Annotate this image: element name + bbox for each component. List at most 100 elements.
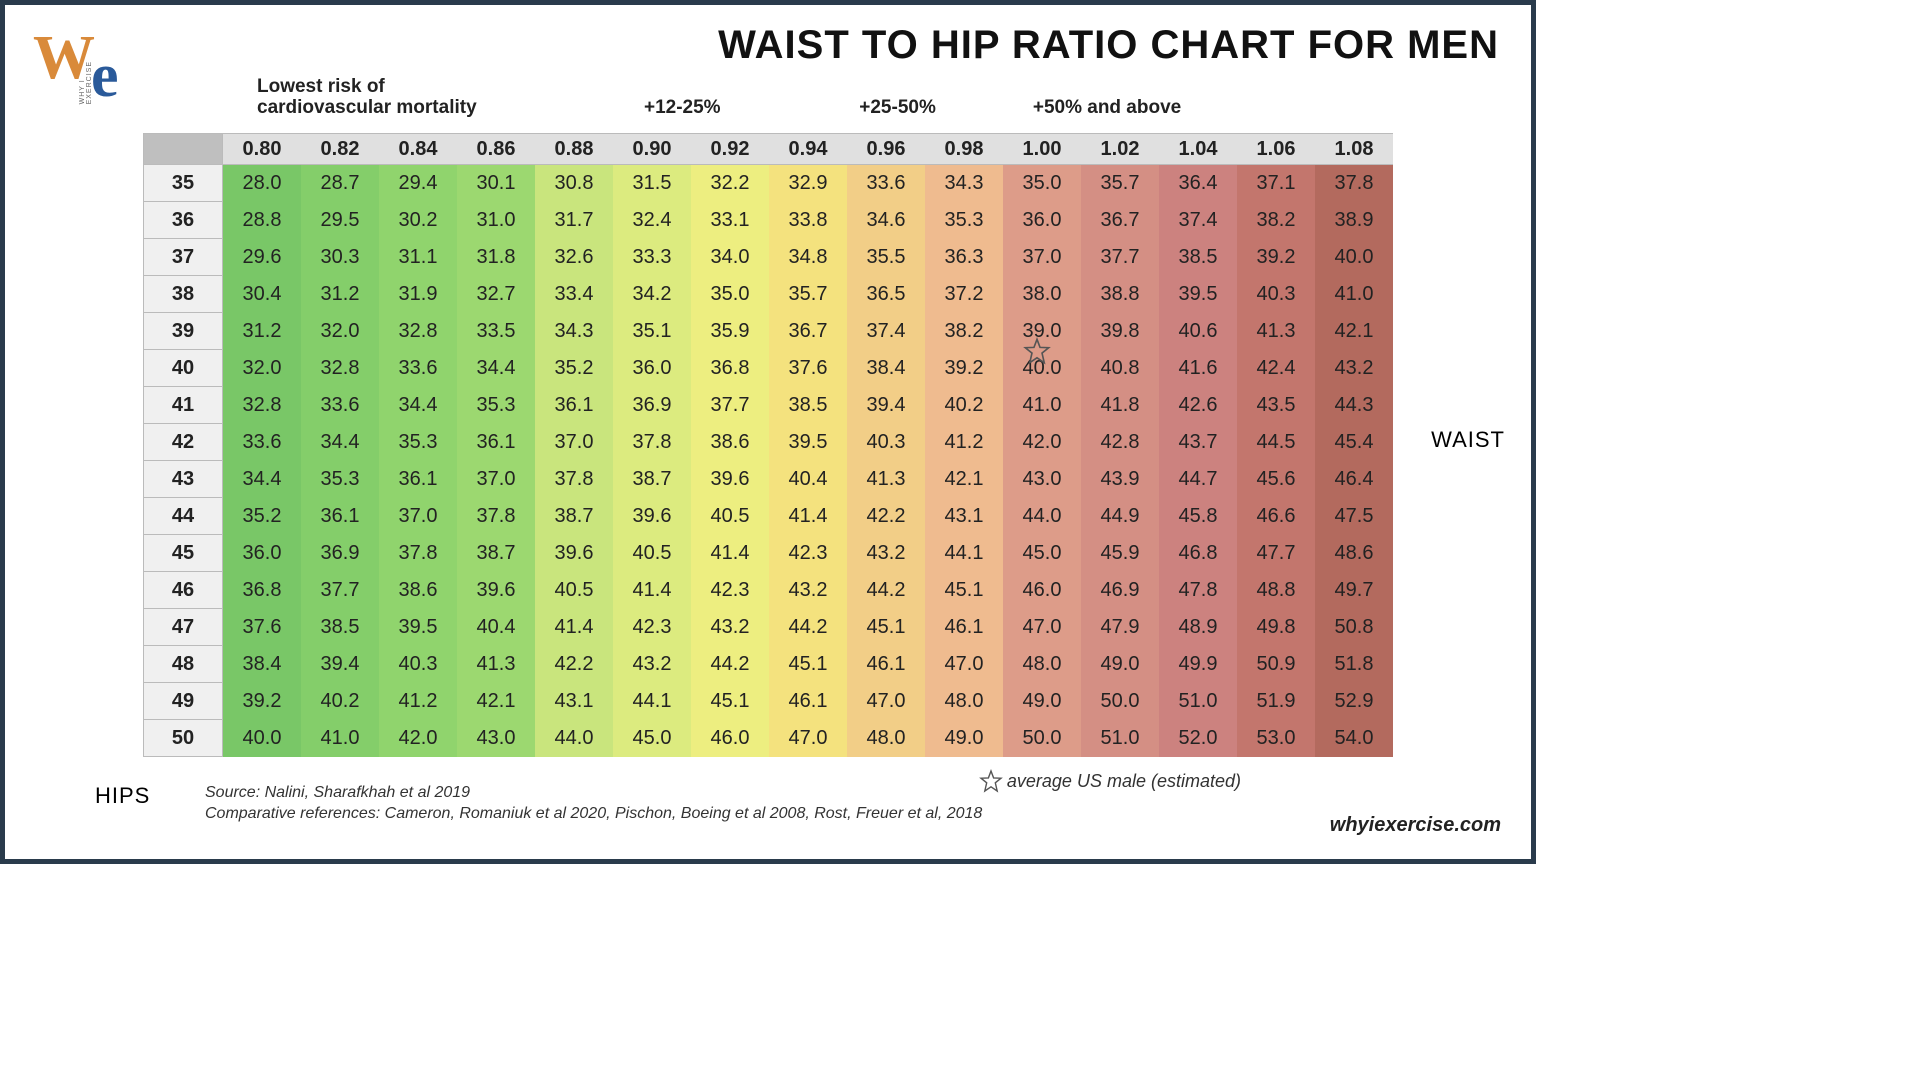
value-cell: 42.0 <box>1003 424 1081 461</box>
value-cell: 47.7 <box>1237 535 1315 572</box>
value-cell: 38.6 <box>691 424 769 461</box>
value-cell: 43.1 <box>535 683 613 720</box>
value-cell: 40.3 <box>1237 276 1315 313</box>
value-cell: 32.9 <box>769 165 847 202</box>
value-cell: 45.0 <box>613 720 691 757</box>
site-url: whyiexercise.com <box>1330 814 1501 837</box>
value-cell: 44.2 <box>769 609 847 646</box>
value-cell: 38.8 <box>1081 276 1159 313</box>
value-cell: 40.0 <box>1003 350 1081 387</box>
value-cell: 31.1 <box>379 239 457 276</box>
value-cell: 36.4 <box>1159 165 1237 202</box>
value-cell: 39.4 <box>301 646 379 683</box>
value-cell: 50.9 <box>1237 646 1315 683</box>
value-cell: 36.8 <box>223 572 302 609</box>
value-cell: 39.5 <box>379 609 457 646</box>
hip-cell: 49 <box>144 683 223 720</box>
value-cell: 41.2 <box>379 683 457 720</box>
value-cell: 43.0 <box>457 720 535 757</box>
hip-cell: 38 <box>144 276 223 313</box>
value-cell: 40.8 <box>1081 350 1159 387</box>
value-cell: 50.0 <box>1081 683 1159 720</box>
value-cell: 38.2 <box>1237 202 1315 239</box>
value-cell: 37.6 <box>223 609 302 646</box>
table-row: 3830.431.231.932.733.434.235.035.736.537… <box>144 276 1394 313</box>
value-cell: 41.4 <box>613 572 691 609</box>
value-cell: 37.0 <box>535 424 613 461</box>
value-cell: 40.0 <box>1315 239 1393 276</box>
value-cell: 37.8 <box>457 498 535 535</box>
star-legend-text: average US male (estimated) <box>1007 771 1241 791</box>
value-cell: 35.2 <box>535 350 613 387</box>
table-row: 4838.439.440.341.342.243.244.245.146.147… <box>144 646 1394 683</box>
table-row: 4132.833.634.435.336.136.937.738.539.440… <box>144 387 1394 424</box>
value-cell: 46.0 <box>691 720 769 757</box>
ratio-header: 1.02 <box>1081 134 1159 165</box>
risk-label-low: Lowest risk of cardiovascular mortality <box>257 77 557 119</box>
value-cell: 37.2 <box>925 276 1003 313</box>
hip-cell: 45 <box>144 535 223 572</box>
value-cell: 38.7 <box>535 498 613 535</box>
value-cell: 51.9 <box>1237 683 1315 720</box>
hip-cell: 50 <box>144 720 223 757</box>
value-cell: 37.0 <box>457 461 535 498</box>
value-cell: 30.4 <box>223 276 302 313</box>
value-cell: 32.0 <box>301 313 379 350</box>
value-cell: 42.0 <box>379 720 457 757</box>
value-cell: 33.6 <box>847 165 925 202</box>
value-cell: 37.4 <box>1159 202 1237 239</box>
table-row: 4435.236.137.037.838.739.640.541.442.243… <box>144 498 1394 535</box>
value-cell: 31.0 <box>457 202 535 239</box>
value-cell: 38.7 <box>457 535 535 572</box>
value-cell: 39.2 <box>1237 239 1315 276</box>
value-cell: 38.5 <box>769 387 847 424</box>
ratio-header: 0.90 <box>613 134 691 165</box>
value-cell: 45.1 <box>847 609 925 646</box>
value-cell: 35.1 <box>613 313 691 350</box>
risk-label-mid1: +12-25% <box>562 97 802 119</box>
value-cell: 41.0 <box>1003 387 1081 424</box>
value-cell: 44.1 <box>925 535 1003 572</box>
value-cell: 49.0 <box>925 720 1003 757</box>
value-cell: 42.2 <box>847 498 925 535</box>
value-cell: 46.1 <box>847 646 925 683</box>
value-cell: 32.0 <box>223 350 302 387</box>
value-cell: 36.0 <box>613 350 691 387</box>
value-cell: 45.8 <box>1159 498 1237 535</box>
value-cell: 40.2 <box>301 683 379 720</box>
table-row: 4334.435.336.137.037.838.739.640.441.342… <box>144 461 1394 498</box>
value-cell: 37.0 <box>1003 239 1081 276</box>
value-cell: 41.8 <box>1081 387 1159 424</box>
value-cell: 35.3 <box>925 202 1003 239</box>
ratio-header: 0.94 <box>769 134 847 165</box>
value-cell: 43.2 <box>847 535 925 572</box>
value-cell: 49.8 <box>1237 609 1315 646</box>
value-cell: 47.8 <box>1159 572 1237 609</box>
value-cell: 43.1 <box>925 498 1003 535</box>
value-cell: 33.8 <box>769 202 847 239</box>
value-cell: 36.1 <box>379 461 457 498</box>
table-row: 3528.028.729.430.130.831.532.232.933.634… <box>144 165 1394 202</box>
risk-labels: Lowest risk of cardiovascular mortality … <box>257 77 1333 119</box>
value-cell: 31.2 <box>301 276 379 313</box>
value-cell: 43.2 <box>1315 350 1393 387</box>
value-cell: 43.2 <box>769 572 847 609</box>
value-cell: 48.9 <box>1159 609 1237 646</box>
value-cell: 50.8 <box>1315 609 1393 646</box>
value-cell: 42.3 <box>691 572 769 609</box>
ratio-header: 1.06 <box>1237 134 1315 165</box>
table-row: 4636.837.738.639.640.541.442.343.244.245… <box>144 572 1394 609</box>
value-cell: 40.3 <box>847 424 925 461</box>
value-cell: 54.0 <box>1315 720 1393 757</box>
value-cell: 39.6 <box>691 461 769 498</box>
value-cell: 49.7 <box>1315 572 1393 609</box>
value-cell: 40.5 <box>613 535 691 572</box>
value-cell: 37.7 <box>301 572 379 609</box>
star-icon <box>979 769 1003 793</box>
table-row: 4233.634.435.336.137.037.838.639.540.341… <box>144 424 1394 461</box>
ratio-header: 0.92 <box>691 134 769 165</box>
value-cell: 49.0 <box>1003 683 1081 720</box>
value-cell: 48.0 <box>1003 646 1081 683</box>
value-cell: 40.3 <box>379 646 457 683</box>
value-cell: 41.3 <box>1237 313 1315 350</box>
